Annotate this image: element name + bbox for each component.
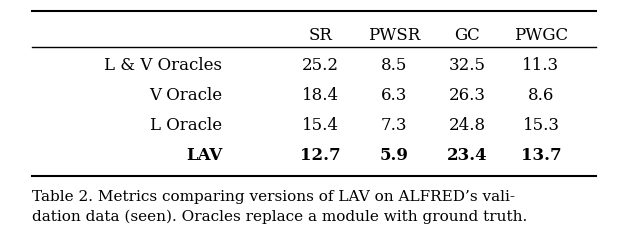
Text: L Oracle: L Oracle [150,117,222,134]
Text: 15.3: 15.3 [522,117,559,134]
Text: 5.9: 5.9 [380,147,408,164]
Text: L & V Oracles: L & V Oracles [104,57,222,74]
Text: GC: GC [454,27,480,44]
Text: 23.4: 23.4 [447,147,488,164]
Text: 24.8: 24.8 [449,117,486,134]
Text: 25.2: 25.2 [301,57,339,74]
Text: 8.6: 8.6 [528,87,554,104]
Text: PWGC: PWGC [514,27,568,44]
Text: 7.3: 7.3 [381,117,407,134]
Text: 8.5: 8.5 [381,57,407,74]
Text: 18.4: 18.4 [301,87,339,104]
Text: LAV: LAV [186,147,222,164]
Text: SR: SR [308,27,332,44]
Text: 12.7: 12.7 [300,147,340,164]
Text: Table 2. Metrics comparing versions of LAV on ALFRED’s vali-
dation data (seen).: Table 2. Metrics comparing versions of L… [32,190,527,224]
Text: 26.3: 26.3 [449,87,486,104]
Text: 6.3: 6.3 [381,87,407,104]
Text: V Oracle: V Oracle [149,87,222,104]
Text: 13.7: 13.7 [521,147,561,164]
Text: 32.5: 32.5 [449,57,486,74]
Text: PWSR: PWSR [368,27,420,44]
Text: 11.3: 11.3 [522,57,559,74]
Text: 15.4: 15.4 [301,117,339,134]
